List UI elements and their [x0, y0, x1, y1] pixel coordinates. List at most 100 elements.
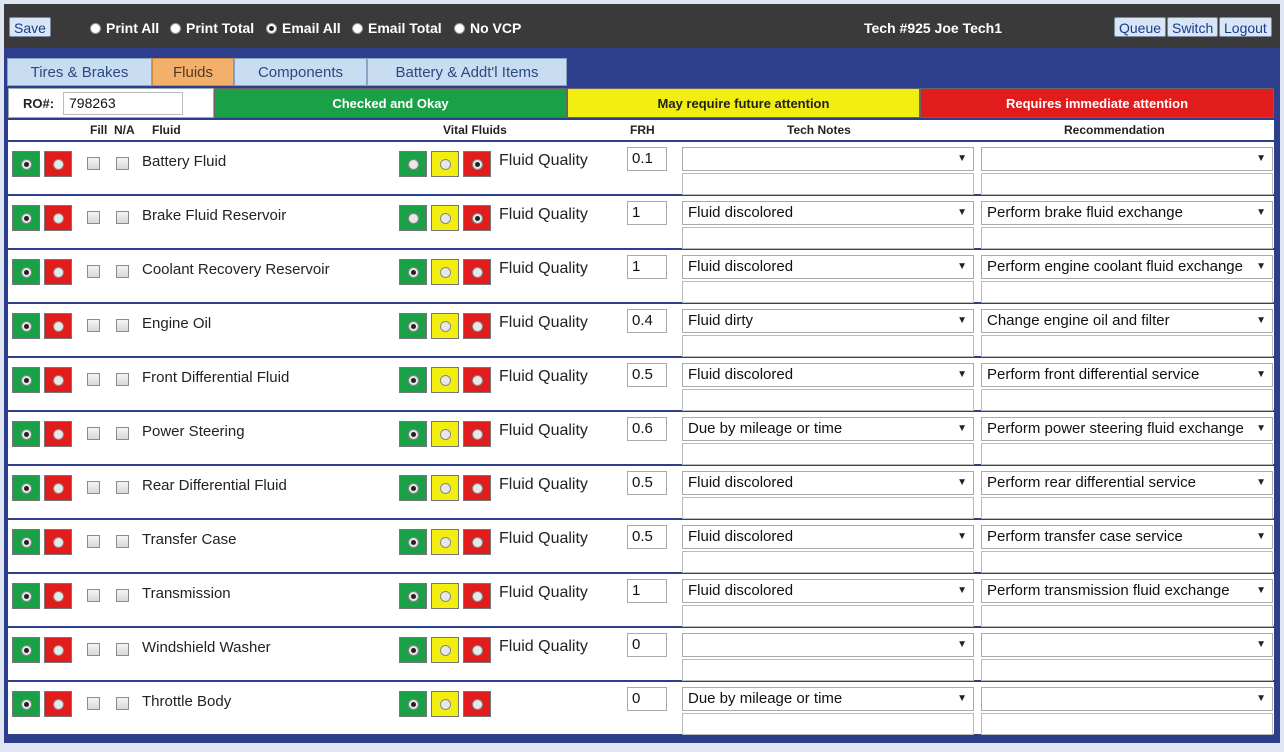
tech-notes-text[interactable] [682, 551, 974, 573]
recommendation-select[interactable]: ▼ [981, 687, 1273, 711]
fail-radio[interactable] [44, 637, 72, 663]
radio-icon[interactable] [53, 267, 64, 278]
recommendation-select[interactable]: Perform power steering fluid exchange ▼ [981, 417, 1273, 441]
fail-radio[interactable] [44, 313, 72, 339]
recommendation-text[interactable] [981, 227, 1273, 249]
recommendation-select[interactable]: Perform front differential service ▼ [981, 363, 1273, 387]
vital-green-radio[interactable] [399, 421, 427, 447]
ok-radio[interactable] [12, 691, 40, 717]
radio-icon[interactable] [352, 23, 363, 34]
fill-checkbox[interactable] [87, 211, 100, 224]
dropdown-arrow-icon[interactable]: ▼ [1256, 369, 1266, 380]
dropdown-arrow-icon[interactable]: ▼ [1256, 315, 1266, 326]
frh-input[interactable]: 1 [627, 579, 667, 603]
fill-checkbox[interactable] [87, 535, 100, 548]
vital-yellow-radio[interactable] [431, 529, 459, 555]
ok-radio[interactable] [12, 583, 40, 609]
vital-yellow-radio[interactable] [431, 151, 459, 177]
dropdown-arrow-icon[interactable]: ▼ [957, 207, 967, 218]
radio-icon[interactable] [53, 699, 64, 710]
fill-checkbox[interactable] [87, 589, 100, 602]
radio-icon[interactable] [408, 645, 419, 656]
frh-input[interactable]: 0.5 [627, 471, 667, 495]
vital-red-radio[interactable] [463, 529, 491, 555]
ok-radio[interactable] [12, 475, 40, 501]
radio-icon[interactable] [472, 321, 483, 332]
dropdown-arrow-icon[interactable]: ▼ [1256, 693, 1266, 704]
dropdown-arrow-icon[interactable]: ▼ [957, 369, 967, 380]
radio-icon[interactable] [53, 645, 64, 656]
queue-button[interactable]: Queue [1114, 17, 1167, 37]
fail-radio[interactable] [44, 367, 72, 393]
radio-icon[interactable] [21, 429, 32, 440]
tech-notes-select[interactable]: ▼ [682, 633, 974, 657]
vital-red-radio[interactable] [463, 151, 491, 177]
tab-fluids[interactable]: Fluids [152, 58, 234, 86]
tab-battery-addtl[interactable]: Battery & Addt'l Items [367, 58, 567, 86]
radio-icon[interactable] [21, 483, 32, 494]
dropdown-arrow-icon[interactable]: ▼ [1256, 423, 1266, 434]
dropdown-arrow-icon[interactable]: ▼ [957, 639, 967, 650]
fill-checkbox[interactable] [87, 157, 100, 170]
na-checkbox[interactable] [116, 427, 129, 440]
ok-radio[interactable] [12, 421, 40, 447]
recommendation-select[interactable]: Change engine oil and filter ▼ [981, 309, 1273, 333]
fail-radio[interactable] [44, 421, 72, 447]
radio-icon[interactable] [21, 591, 32, 602]
recommendation-select[interactable]: Perform brake fluid exchange ▼ [981, 201, 1273, 225]
fill-checkbox[interactable] [87, 481, 100, 494]
fail-radio[interactable] [44, 205, 72, 231]
tech-notes-text[interactable] [682, 389, 974, 411]
radio-icon[interactable] [472, 483, 483, 494]
radio-icon[interactable] [440, 699, 451, 710]
radio-icon[interactable] [53, 375, 64, 386]
tab-components[interactable]: Components [234, 58, 367, 86]
fill-checkbox[interactable] [87, 373, 100, 386]
radio-icon[interactable] [53, 159, 64, 170]
dropdown-arrow-icon[interactable]: ▼ [1256, 207, 1266, 218]
recommendation-text[interactable] [981, 713, 1273, 735]
vital-red-radio[interactable] [463, 205, 491, 231]
vital-yellow-radio[interactable] [431, 367, 459, 393]
radio-icon[interactable] [53, 591, 64, 602]
tech-notes-select[interactable]: Fluid discolored ▼ [682, 525, 974, 549]
radio-icon[interactable] [472, 645, 483, 656]
dropdown-arrow-icon[interactable]: ▼ [957, 153, 967, 164]
recommendation-select[interactable]: Perform transfer case service ▼ [981, 525, 1273, 549]
na-checkbox[interactable] [116, 373, 129, 386]
dropdown-arrow-icon[interactable]: ▼ [957, 315, 967, 326]
tech-notes-select[interactable]: Fluid discolored ▼ [682, 255, 974, 279]
fill-checkbox[interactable] [87, 643, 100, 656]
na-checkbox[interactable] [116, 535, 129, 548]
radio-icon[interactable] [472, 159, 483, 170]
frh-input[interactable]: 0 [627, 687, 667, 711]
ro-number-input[interactable]: 798263 [63, 92, 183, 115]
radio-icon[interactable] [408, 213, 419, 224]
vital-red-radio[interactable] [463, 637, 491, 663]
radio-icon[interactable] [21, 645, 32, 656]
frh-input[interactable]: 1 [627, 255, 667, 279]
ok-radio[interactable] [12, 313, 40, 339]
radio-icon[interactable] [472, 699, 483, 710]
radio-icon[interactable] [440, 645, 451, 656]
fill-checkbox[interactable] [87, 265, 100, 278]
tech-notes-select[interactable]: Due by mileage or time ▼ [682, 687, 974, 711]
fail-radio[interactable] [44, 475, 72, 501]
radio-icon[interactable] [90, 23, 101, 34]
radio-icon[interactable] [472, 375, 483, 386]
dropdown-arrow-icon[interactable]: ▼ [957, 477, 967, 488]
frh-input[interactable]: 0 [627, 633, 667, 657]
recommendation-select[interactable]: Perform engine coolant fluid exchange ▼ [981, 255, 1273, 279]
tech-notes-text[interactable] [682, 335, 974, 357]
tech-notes-text[interactable] [682, 281, 974, 303]
recommendation-text[interactable] [981, 551, 1273, 573]
vital-yellow-radio[interactable] [431, 637, 459, 663]
radio-icon[interactable] [472, 537, 483, 548]
na-checkbox[interactable] [116, 265, 129, 278]
radio-icon[interactable] [408, 321, 419, 332]
radio-icon[interactable] [440, 267, 451, 278]
radio-icon[interactable] [21, 699, 32, 710]
frh-input[interactable]: 0.1 [627, 147, 667, 171]
tech-notes-text[interactable] [682, 605, 974, 627]
vital-green-radio[interactable] [399, 259, 427, 285]
